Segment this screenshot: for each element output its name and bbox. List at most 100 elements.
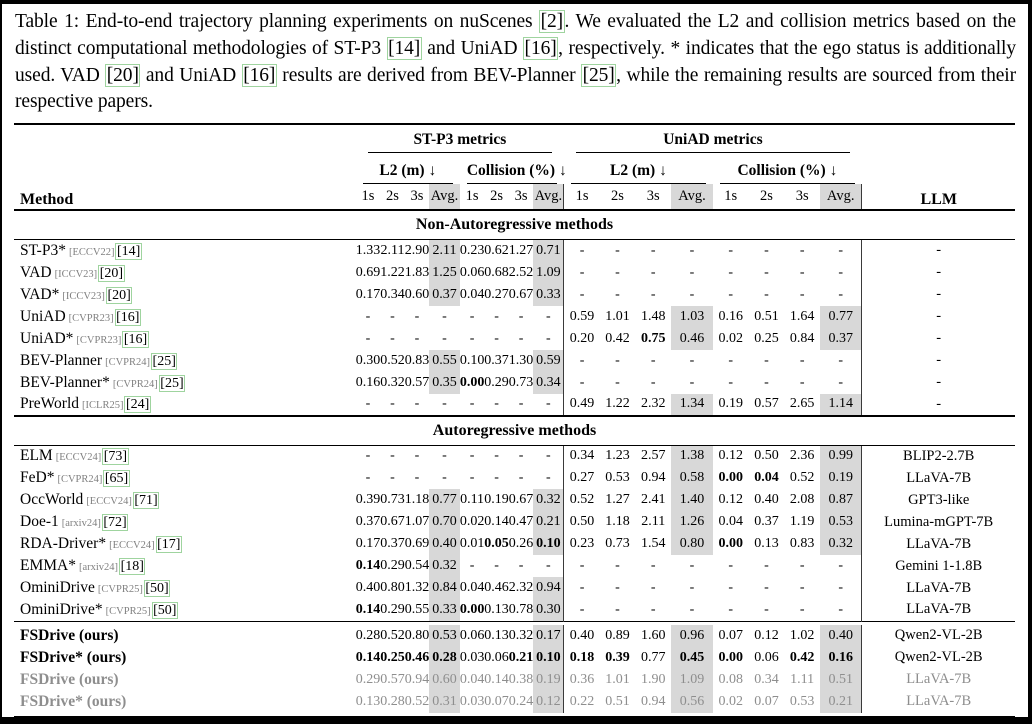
llm-value: LLaVA-7B [906, 693, 972, 710]
metrics-group-label: ST-P3 metrics [367, 131, 552, 154]
metric-value: 0.94 [640, 470, 666, 486]
metric-value: - [533, 305, 565, 328]
metric-value: - [764, 558, 769, 574]
table-row: Doe-1 [arxiv24] [72] 0.37 0.67 1.07 0.70 0.02 0.… [14, 511, 1015, 534]
metric-value: 0.57 [404, 374, 430, 390]
metric-value: 0.17 [355, 286, 381, 302]
citation-link[interactable]: [73] [102, 448, 129, 466]
citation-link[interactable]: [16] [114, 308, 141, 326]
metric-value: 2.11 [429, 239, 460, 262]
venue-tag: [CVPR23] [68, 312, 114, 324]
metric-value: 0.52 [569, 492, 595, 508]
citation-link[interactable]: [25] [581, 63, 617, 87]
citation-link[interactable]: [25] [158, 374, 186, 392]
citation-link[interactable]: [65] [103, 470, 130, 488]
metric-value: 0.06 [754, 649, 779, 665]
citation-link[interactable]: [18] [119, 558, 146, 576]
metric-value: 0.30 [533, 599, 565, 622]
table-row: OccWorld [ECCV24] [71] 0.39 0.73 1.18 0.77 0.11… [14, 489, 1015, 512]
metric-value: 0.06 [484, 649, 509, 665]
citation-link[interactable]: [25] [151, 352, 178, 370]
metric-value: 0.23 [459, 242, 485, 258]
metric-value: - [390, 470, 395, 486]
header-metric-row: L2 (m) ↓ Collision (%) ↓ L2 (m) ↓ Collision… [14, 153, 1015, 185]
venue-tag: [ICCV23] [62, 290, 105, 302]
table-bottom-rule [14, 715, 1015, 723]
citation-link[interactable]: [16] [122, 330, 149, 348]
citation-link[interactable]: [16] [523, 36, 559, 60]
method-cell: FSDrive* (ours) [14, 691, 356, 713]
caption-text: , while the remaining results are source… [15, 64, 1017, 113]
metric-value: 0.12 [718, 492, 743, 508]
metric-value: 0.34 [533, 371, 565, 394]
metric-value: 1.14 [820, 393, 863, 416]
llm-column-header: LLM [861, 124, 1015, 212]
citation-link[interactable]: [2] [539, 10, 565, 33]
llm-value: GPT3-like [908, 491, 970, 508]
table-row: BEV-Planner [CVPR24] [25] 0.30 0.52 0.83 0.55 0… [14, 349, 1015, 372]
section-divider [14, 620, 1015, 625]
citation-link[interactable]: [71] [132, 492, 160, 510]
citation-link[interactable]: [24] [124, 396, 151, 414]
metric-value: - [615, 264, 620, 280]
metric-value: 0.69 [404, 536, 430, 552]
metric-value: 1.27 [508, 242, 534, 258]
method-name: FSDrive* (ours) [20, 648, 127, 666]
venue-tag: [CVPR25] [97, 584, 143, 596]
metric-value: - [615, 374, 620, 390]
citation-link[interactable]: [20] [98, 264, 125, 282]
metric-value: - [533, 327, 565, 350]
citation-link[interactable]: [50] [143, 580, 171, 598]
citation-link[interactable]: [17] [155, 536, 182, 554]
metric-value: 1.18 [605, 514, 630, 530]
metric-value: 0.21 [820, 690, 863, 713]
metric-value: 0.53 [820, 511, 863, 534]
metric-value: 0.69 [355, 264, 381, 280]
metrics-group-header: UniAD metrics [564, 124, 862, 154]
method-name: EMMA* [20, 557, 76, 575]
caption-text: and UniAD [421, 37, 524, 59]
metric-value: - [469, 308, 475, 324]
metric-value: 0.02 [459, 514, 485, 530]
metric-value: - [689, 242, 695, 258]
metric-value: - [799, 264, 805, 280]
citation-link[interactable]: [72] [101, 514, 129, 532]
citation-link[interactable]: [14] [386, 36, 422, 60]
metric-value: - [728, 286, 734, 302]
paper-page: Table 1: End-to-end trajectory planning … [2, 4, 1028, 723]
citation-link[interactable]: [16] [241, 63, 277, 87]
llm-value: LLaVA-7B [906, 601, 972, 618]
method-cell: ST-P3* [ECCV22] [14] [14, 240, 356, 262]
method-cell: VAD* [ICCV23] [20] [14, 284, 356, 306]
citation-link[interactable]: [20] [105, 63, 141, 87]
citation-link[interactable]: [14] [115, 242, 142, 260]
metric-value: 1.83 [404, 264, 430, 280]
metric-value: - [494, 470, 499, 486]
metric-label: L2 (m) ↓ [362, 162, 453, 185]
metric-value: 2.32 [508, 580, 534, 596]
method-name: OminiDrive [20, 579, 95, 597]
venue-tag: [ECCV24] [86, 496, 132, 508]
citation-link[interactable]: [20] [105, 286, 133, 304]
metric-value: 2.11 [380, 242, 405, 258]
header-group-row: Method ST-P3 metrics UniAD metrics LLM [14, 124, 1015, 212]
method-name: RDA-Driver* [20, 535, 107, 553]
metric-value: 0.37 [754, 514, 779, 530]
metric-value: 2.08 [789, 492, 815, 508]
metric-value: - [820, 577, 863, 600]
metric-value: 0.73 [380, 492, 405, 508]
metric-value: - [365, 308, 371, 324]
metric-value: 0.10 [533, 646, 565, 669]
metric-value: 0.04 [718, 514, 743, 530]
metric-value: 0.10 [533, 533, 565, 556]
table-row: VAD* [ICCV23] [20] 0.17 0.34 0.60 0.37 0.04 0.27… [14, 283, 1015, 306]
metric-value: - [494, 558, 499, 574]
metric-value: 2.57 [640, 448, 666, 464]
metric-value: 0.34 [754, 671, 779, 687]
method-cell: FSDrive (ours) [14, 669, 356, 691]
metric-value: 0.55 [404, 601, 430, 617]
citation-link[interactable]: [50] [151, 601, 178, 619]
metric-value: 0.02 [718, 693, 743, 709]
method-name: FSDrive* (ours) [20, 692, 127, 710]
metric-value: 1.09 [671, 668, 713, 691]
